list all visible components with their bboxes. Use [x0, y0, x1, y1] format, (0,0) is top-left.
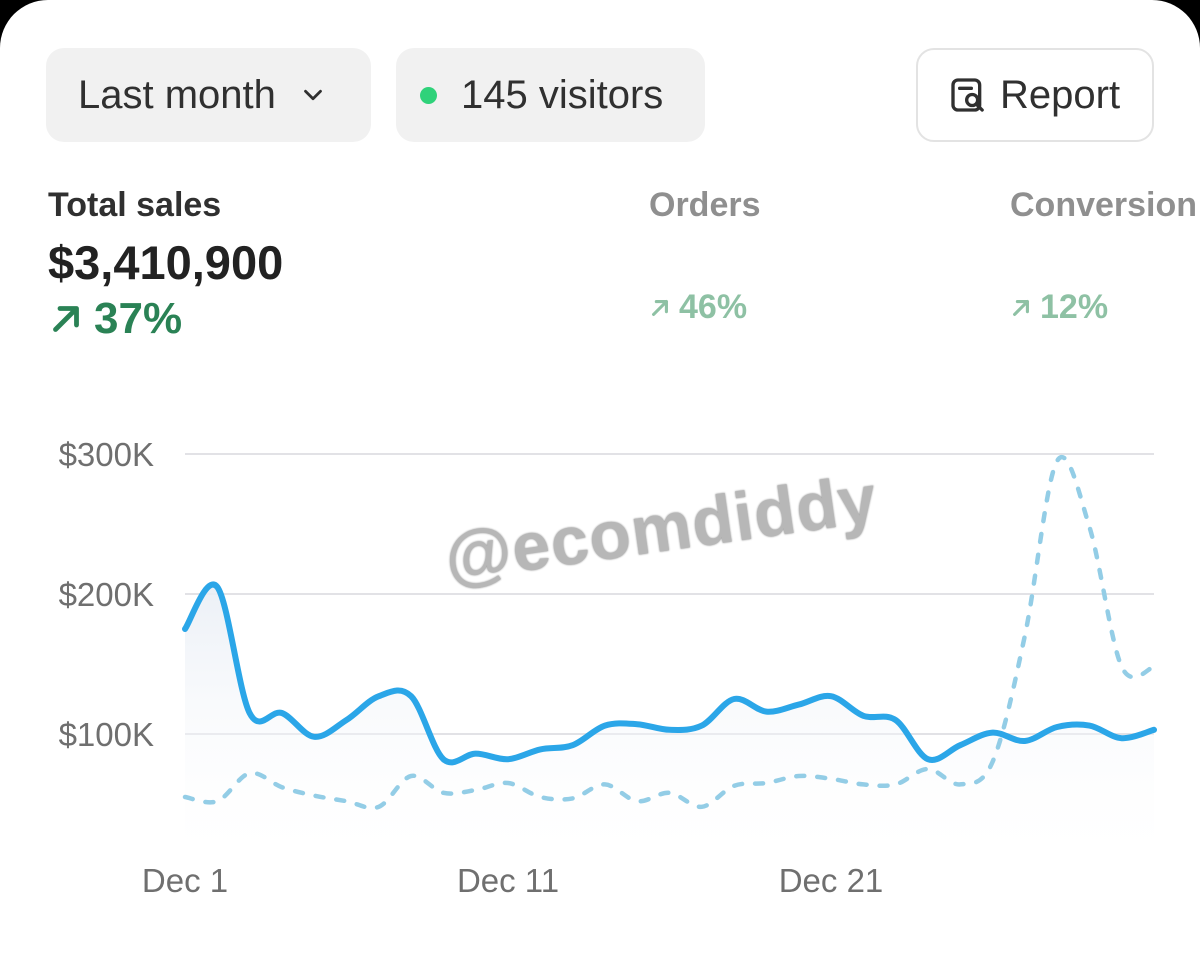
report-button[interactable]: Report: [916, 48, 1154, 142]
conversion-delta-value: 12%: [1040, 288, 1109, 326]
orders-delta: 46%: [649, 288, 747, 327]
y-tick-label: $100K: [59, 716, 154, 753]
comparison-series-line: [182, 455, 1157, 811]
visitors-label: 145 visitors: [461, 72, 664, 117]
conversion-delta: 12%: [1010, 288, 1108, 327]
date-range-label: Last month: [78, 72, 276, 117]
orders-delta-value: 46%: [679, 288, 748, 326]
arrow-up-right-icon: [652, 299, 668, 316]
sales-area-fill: [185, 584, 1154, 874]
orders-label: Orders: [649, 186, 761, 224]
y-tick-label: $300K: [59, 436, 154, 473]
conversion-label: Conversion: [1010, 186, 1198, 224]
total-sales-delta-value: 37%: [94, 294, 183, 343]
live-visitors-button[interactable]: 145 visitors: [396, 48, 705, 142]
live-dot-icon: [420, 86, 437, 104]
chevron-down-icon: [304, 89, 322, 101]
arrow-up-right-icon: [53, 306, 79, 332]
report-label: Report: [1000, 72, 1121, 117]
total-sales-label: Total sales: [48, 186, 222, 224]
report-search-icon: [951, 78, 984, 112]
arrow-up-right-icon: [1013, 299, 1029, 316]
metric-orders[interactable]: Orders 46%: [649, 186, 761, 326]
y-tick-label: $200K: [59, 576, 154, 613]
sales-series-line: [182, 581, 1157, 766]
y-axis-labels: $100K $200K $300K: [59, 436, 154, 753]
total-sales-value: $3,410,900: [48, 236, 284, 289]
total-sales-delta: 37%: [48, 294, 283, 344]
metric-conversion[interactable]: Conversion 12%: [1010, 186, 1198, 326]
metric-total-sales[interactable]: Total sales $3,410,900 37%: [48, 186, 283, 344]
date-range-dropdown[interactable]: Last month: [46, 48, 371, 142]
